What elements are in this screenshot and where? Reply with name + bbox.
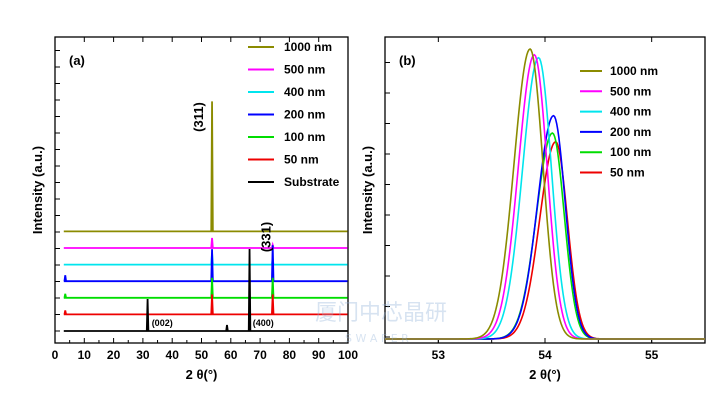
panel-label-a: (a) — [69, 53, 85, 68]
legend-label-a-5: 50 nm — [284, 153, 319, 167]
x-tick-label-a: 20 — [107, 348, 121, 362]
panel-a: 0 10 20 30 40 50 60 70 80 90 100 2 θ(°) Intensity (a… — [30, 36, 358, 382]
legend-label-b-4: 100 nm — [610, 145, 651, 159]
y-axis-title-b: Intensity (a.u.) — [360, 146, 375, 234]
peak-label-a-2: (002) — [152, 318, 173, 328]
x-tick-label-b: 55 — [645, 348, 659, 362]
panel-b: 53 54 55 2 θ(°) Intensity (a.u.) (b) 1000 nm 50… — [360, 36, 706, 382]
watermark-text: 厦门中芯晶研 — [315, 301, 447, 326]
peak-label-a-0: (311) — [191, 102, 206, 132]
x-tick-label-a: 60 — [224, 348, 238, 362]
series-trace-b-0 — [385, 48, 705, 340]
legend-label-a-1: 500 nm — [284, 63, 325, 77]
x-tick-label-a: 40 — [166, 348, 180, 362]
x-tick-label-b: 54 — [538, 348, 552, 362]
series-trace-a-2 — [63, 252, 348, 266]
series-trace-a-4 — [63, 277, 348, 299]
x-tick-label-a: 90 — [312, 348, 326, 362]
y-axis-title-a: Intensity (a.u.) — [30, 146, 45, 234]
legend-label-a-0: 1000 nm — [284, 40, 332, 54]
legend-label-a-6: Substrate — [284, 175, 340, 189]
x-axis-title-a: 2 θ(°) — [186, 367, 218, 382]
legend-label-a-3: 200 nm — [284, 108, 325, 122]
legend-label-b-0: 1000 nm — [610, 64, 658, 78]
x-tick-label-a: 30 — [136, 348, 150, 362]
peak-label-a-3: (400) — [253, 318, 274, 328]
watermark: 厦门中芯晶研 S W A F E R — [315, 301, 447, 345]
series-trace-a-3 — [63, 245, 348, 283]
panel-label-b: (b) — [399, 53, 416, 68]
x-tick-label-a: 0 — [52, 348, 59, 362]
watermark-subtext: S W A F E R — [345, 332, 409, 345]
legend-label-b-5: 50 nm — [610, 166, 645, 180]
legend-label-a-4: 100 nm — [284, 130, 325, 144]
x-axis-title-b: 2 θ(°) — [529, 367, 561, 382]
x-tick-label-a: 100 — [338, 348, 358, 362]
legend-label-b-3: 200 nm — [610, 125, 651, 139]
x-tick-label-a: 80 — [283, 348, 297, 362]
series-trace-a-5 — [63, 294, 348, 316]
peak-label-a-1: (331) — [258, 222, 273, 252]
x-tick-label-a: 50 — [195, 348, 209, 362]
legend-label-a-2: 400 nm — [284, 85, 325, 99]
series-trace-a-6 — [63, 248, 348, 332]
series-trace-a-1 — [63, 237, 348, 249]
x-tick-label-b: 53 — [432, 348, 446, 362]
x-tick-label-a: 70 — [253, 348, 267, 362]
legend-label-b-2: 400 nm — [610, 105, 651, 119]
legend-label-b-1: 500 nm — [610, 84, 651, 98]
x-tick-label-a: 10 — [78, 348, 92, 362]
series-trace-a-0 — [63, 101, 348, 233]
